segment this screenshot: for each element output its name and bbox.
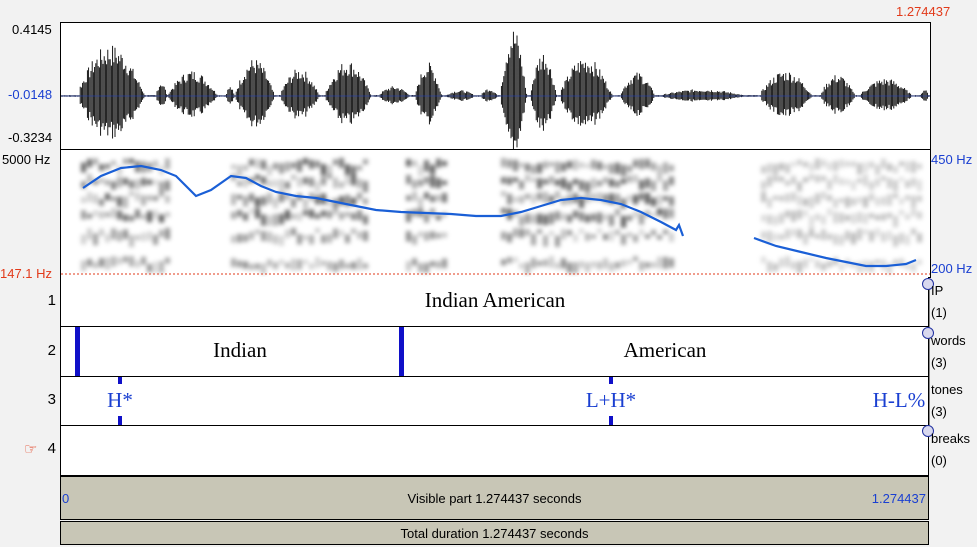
waveform-panel[interactable]	[60, 22, 931, 150]
point-marker[interactable]	[609, 377, 613, 384]
spectrogram-plot	[61, 158, 930, 275]
interval-label[interactable]: Indian American	[424, 288, 566, 312]
spectrogram-max-freq-label: 5000 Hz	[2, 152, 51, 167]
tier-handle-line	[929, 285, 930, 431]
pitch-bottom-label: 200 Hz	[931, 261, 973, 276]
tier-name: IP	[931, 283, 944, 298]
tier-count: (3)	[931, 404, 947, 419]
tier-3-tones[interactable]: H* L+H* H-L%	[60, 377, 929, 426]
tier-name: tones	[931, 382, 963, 397]
tone-label[interactable]: H*	[107, 388, 133, 412]
tier-drag-handle[interactable]	[922, 425, 934, 437]
tier-1-ip[interactable]: Indian American	[60, 277, 929, 327]
tier-number: 4	[47, 440, 56, 457]
interval-label[interactable]: Indian	[213, 338, 267, 362]
tone-label[interactable]: L+H*	[585, 388, 637, 412]
selection-end-time: 1.274437	[896, 4, 951, 19]
visible-start-time: 0	[62, 491, 70, 506]
interval-boundary[interactable]	[75, 327, 80, 376]
selected-tier-pointer-icon: ☞	[24, 441, 38, 458]
tier-name: breaks	[931, 431, 971, 446]
tier-4-breaks[interactable]	[60, 426, 929, 476]
waveform-trace	[61, 31, 930, 150]
tier-2-words[interactable]: Indian American	[60, 327, 929, 377]
pitch-contour	[753, 236, 917, 268]
tier-drag-handle[interactable]	[922, 278, 934, 290]
point-marker[interactable]	[609, 416, 613, 425]
tier-number: 2	[47, 342, 56, 359]
point-marker[interactable]	[118, 377, 122, 384]
waveform-cursor-label: -0.0148	[8, 87, 53, 102]
pitch-top-label: 450 Hz	[931, 152, 973, 167]
tier-drag-handle[interactable]	[922, 327, 934, 339]
point-marker[interactable]	[118, 416, 122, 425]
interval-boundary[interactable]	[399, 327, 404, 376]
waveform-max-label: 0.4145	[12, 22, 52, 37]
visible-end-time: 1.274437	[871, 491, 926, 506]
tier-name: words	[931, 333, 966, 348]
tier-count: (1)	[931, 305, 947, 320]
interval-label[interactable]: American	[623, 338, 707, 362]
total-duration-bar[interactable]: Total duration 1.274437 seconds	[60, 521, 929, 545]
total-duration-label: Total duration 1.274437 seconds	[400, 526, 589, 541]
tier-number: 3	[47, 391, 56, 408]
tone-label[interactable]: H-L%	[872, 388, 926, 412]
pitch-contour	[82, 164, 685, 237]
pitch-floor-label: 147.1 Hz	[0, 266, 53, 281]
spectrogram-panel[interactable]	[60, 149, 931, 278]
visible-part-bar[interactable]: 0 Visible part 1.274437 seconds 1.274437	[60, 476, 929, 520]
tier-number: 1	[47, 292, 56, 309]
tier-count: (0)	[931, 453, 947, 468]
waveform-min-label: -0.3234	[8, 130, 53, 145]
tier-count: (3)	[931, 355, 947, 370]
waveform-plot	[61, 31, 930, 150]
visible-part-label: Visible part 1.274437 seconds	[407, 491, 582, 506]
